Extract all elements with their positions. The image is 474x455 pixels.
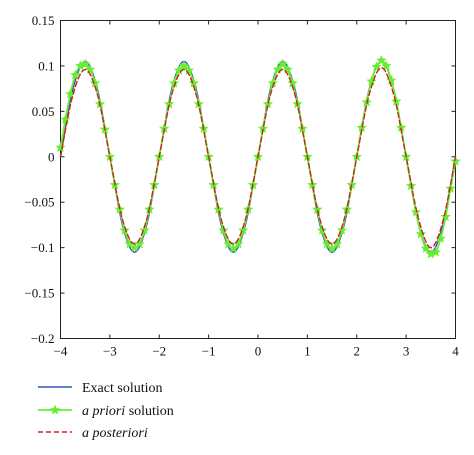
legend: Exact solution a priori solution a posteri… [38,381,174,441]
legend-label-part: a posteriori [82,426,148,441]
series-2 [59,67,457,249]
data-point-marker [386,75,397,85]
series-line [59,67,457,249]
y-tick-label: 0.1 [38,58,54,73]
ticks-layer: −4 −3 −2 −1 0 1 2 3 4 0.15 0.1 0.05 0 −0.05 −0.1 −0.15 −… [24,13,459,359]
data-point-marker [435,233,446,243]
x-tick-label: 0 [255,344,262,359]
x-tick-label: 4 [452,344,459,359]
data-point-marker [80,58,91,69]
legend-label: a posteriori [82,426,148,441]
y-tick-label: −0.1 [31,240,55,255]
legend-item: Exact solution [38,381,163,396]
legend-label-part: solution [125,404,174,419]
data-point-marker [381,60,392,71]
data-point-marker [376,55,387,65]
y-tick-label: 0.15 [32,13,55,28]
data-point-marker [331,238,343,249]
legend-label-part: a priori [82,404,125,419]
y-tick-label: 0 [48,149,55,164]
data-point-marker [262,98,273,109]
y-tick-label: −0.2 [31,331,55,346]
data-point-marker [70,69,81,80]
series-layer [55,55,461,259]
y-tick-label: 0.05 [32,104,55,119]
plot-frame [60,20,456,339]
x-tick-label: 1 [304,344,311,359]
legend-label: Exact solution [82,381,163,396]
x-tick-label: 2 [354,344,361,359]
legend-label: a priori solution [82,404,174,419]
data-point-marker [322,238,333,249]
data-point-marker [134,238,145,249]
legend-marker [49,404,61,415]
x-tick-label: 3 [403,344,410,359]
data-point-marker [233,238,244,249]
data-point-marker [223,238,234,249]
data-point-marker [277,58,288,69]
legend-item: a posteriori [38,426,148,441]
legend-label-part: Exact solution [82,381,163,396]
data-point-marker [420,243,431,253]
x-tick-label: −2 [152,344,166,359]
x-tick-label: −4 [54,344,68,359]
legend-item: a priori solution [38,404,174,419]
x-tick-label: −3 [103,344,117,359]
x-tick-label: −1 [202,344,216,359]
y-tick-label: −0.15 [24,286,54,301]
y-tick-label: −0.05 [24,195,54,210]
data-point-marker [430,246,441,257]
data-point-marker [178,60,190,71]
